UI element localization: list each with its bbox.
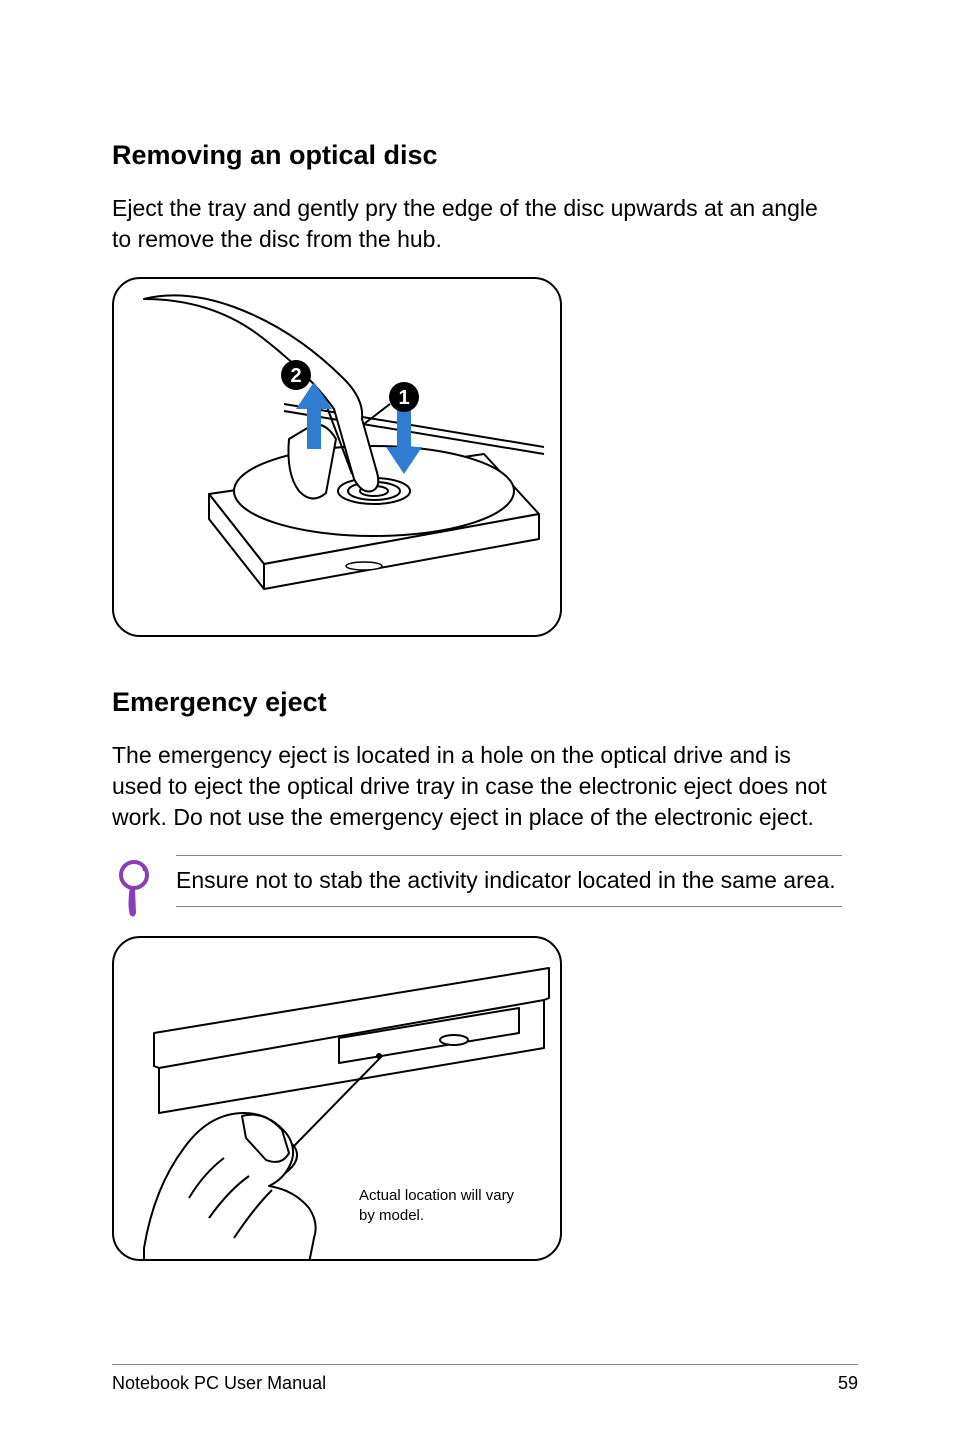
note-icon (112, 859, 156, 924)
footer-page-number: 59 (838, 1373, 858, 1394)
emergency-eject-heading: Emergency eject (112, 687, 842, 718)
emergency-eject-illustration: Actual location will vary by model. (112, 936, 562, 1261)
removing-disc-heading: Removing an optical disc (112, 140, 842, 171)
diagram-marker-2: 2 (290, 365, 301, 387)
emergency-eject-caption: Actual location will vary by model. (359, 1187, 514, 1224)
note-row: Ensure not to stab the activity indicato… (112, 855, 842, 924)
page-footer: Notebook PC User Manual 59 (112, 1364, 858, 1394)
removing-disc-body: Eject the tray and gently pry the edge o… (112, 193, 842, 255)
removing-disc-illustration: 1 2 (112, 277, 562, 637)
footer-title: Notebook PC User Manual (112, 1373, 326, 1394)
note-text: Ensure not to stab the activity indicato… (176, 867, 836, 893)
emergency-eject-body: The emergency eject is located in a hole… (112, 740, 842, 833)
diagram-marker-1: 1 (398, 387, 409, 409)
